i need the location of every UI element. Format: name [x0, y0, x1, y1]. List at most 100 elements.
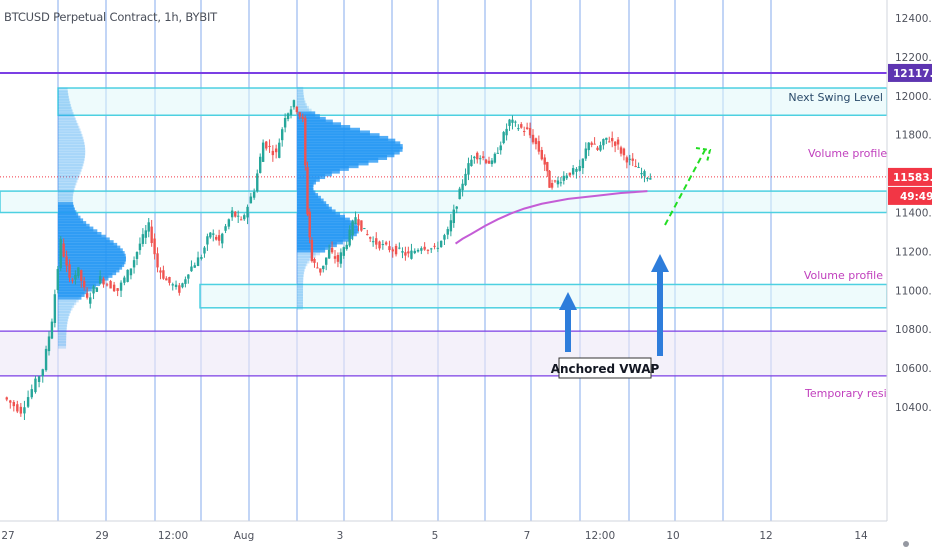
profile-bar — [297, 187, 314, 193]
candle-body — [357, 219, 360, 226]
candle-body — [643, 171, 646, 177]
candle-body — [50, 321, 54, 339]
candle-body — [265, 141, 268, 149]
profile-bar — [297, 154, 388, 160]
profile-bar — [58, 221, 87, 227]
profile-bar — [297, 103, 307, 109]
swing-level-tag: 12117.5 — [893, 68, 932, 80]
profile-bar — [297, 105, 309, 111]
candle-body — [249, 196, 253, 204]
candle-body — [34, 378, 37, 393]
time-tick-label: 14 — [854, 530, 868, 542]
profile-bar — [58, 259, 126, 265]
arrow-up-1-shaft — [565, 308, 571, 352]
arrow-up-2-shaft — [657, 270, 663, 356]
profile-bar — [58, 210, 77, 216]
profile-bar — [58, 338, 67, 344]
candle-body — [590, 142, 593, 145]
candle-body — [47, 336, 51, 352]
time-tick-label: 10 — [666, 530, 679, 542]
candle-body — [286, 113, 290, 120]
profile-bar — [58, 335, 67, 341]
profile-bar — [58, 302, 75, 308]
candle-body — [16, 404, 19, 412]
profile-bar — [297, 125, 351, 131]
candle-body — [375, 238, 378, 245]
candle-body — [203, 247, 206, 254]
candle-body — [458, 188, 461, 200]
projection-line — [664, 149, 706, 226]
profile-bar — [58, 232, 102, 238]
profile-bar — [58, 104, 72, 110]
profile-bar — [58, 251, 125, 257]
candle-body — [363, 228, 366, 230]
profile-bar — [58, 188, 74, 194]
profile-bar — [297, 190, 316, 196]
candle-body — [528, 128, 532, 136]
profile-bar — [297, 144, 403, 150]
candle-body — [126, 269, 129, 282]
candle-body — [89, 297, 92, 304]
profile-bar — [58, 343, 67, 349]
profile-bar — [58, 199, 73, 205]
profile-bar — [297, 89, 304, 95]
volume-profile-left — [58, 87, 127, 349]
profile-bar — [297, 261, 308, 267]
candle-body — [227, 219, 231, 227]
profile-bar — [297, 138, 396, 144]
time-tick-label: 12:00 — [158, 530, 188, 542]
candlesticks — [5, 99, 652, 421]
time-tick-label: 5 — [432, 530, 439, 542]
profile-bar — [297, 274, 304, 280]
profile-bar — [58, 136, 84, 142]
settings-dot-icon — [903, 541, 909, 547]
candle-body — [132, 260, 136, 268]
candle-body — [611, 138, 614, 142]
profile-bar — [58, 330, 67, 336]
profile-bar — [297, 217, 350, 223]
candle-body — [481, 156, 485, 158]
volume-profile-label-2: Volume profile — [804, 269, 883, 282]
candle-body — [548, 170, 551, 188]
profile-bar — [297, 206, 332, 212]
profile-bar — [297, 133, 380, 139]
price-tick-label: 10400.0 — [895, 402, 932, 414]
candle-body — [261, 142, 265, 162]
candle-body — [274, 148, 278, 153]
profile-bar — [297, 182, 314, 188]
profile-bar — [58, 267, 120, 273]
candle-body — [165, 278, 168, 281]
profile-bar — [58, 120, 78, 126]
candle-body — [221, 233, 224, 244]
candle-body — [351, 221, 354, 236]
candle-body — [381, 244, 385, 246]
profile-bar — [58, 321, 68, 327]
candle-body — [184, 279, 187, 284]
price-tick-label: 11400.0 — [895, 208, 932, 220]
profile-bar — [58, 226, 94, 232]
profile-bar — [297, 92, 304, 98]
candle-body — [295, 106, 299, 113]
candle-body — [135, 252, 139, 259]
profile-bar — [58, 245, 121, 251]
candle-body — [394, 245, 398, 255]
time-tick-label: 27 — [1, 530, 14, 542]
profile-bar — [297, 111, 316, 117]
profile-bar — [58, 101, 71, 107]
candle-body — [511, 119, 514, 123]
profile-bar — [58, 185, 75, 191]
candle-body — [578, 165, 581, 171]
profile-bar — [58, 158, 85, 164]
candle-body — [292, 100, 296, 108]
candle-body — [416, 249, 420, 252]
candle-body — [252, 191, 256, 198]
profile-bar — [297, 97, 305, 103]
profile-bar — [58, 109, 73, 115]
profile-bar — [58, 182, 76, 188]
candle-body — [138, 243, 142, 251]
profile-bar — [297, 209, 336, 215]
profile-bar — [297, 296, 304, 302]
candle-body — [230, 210, 234, 218]
candle-body — [430, 248, 433, 250]
